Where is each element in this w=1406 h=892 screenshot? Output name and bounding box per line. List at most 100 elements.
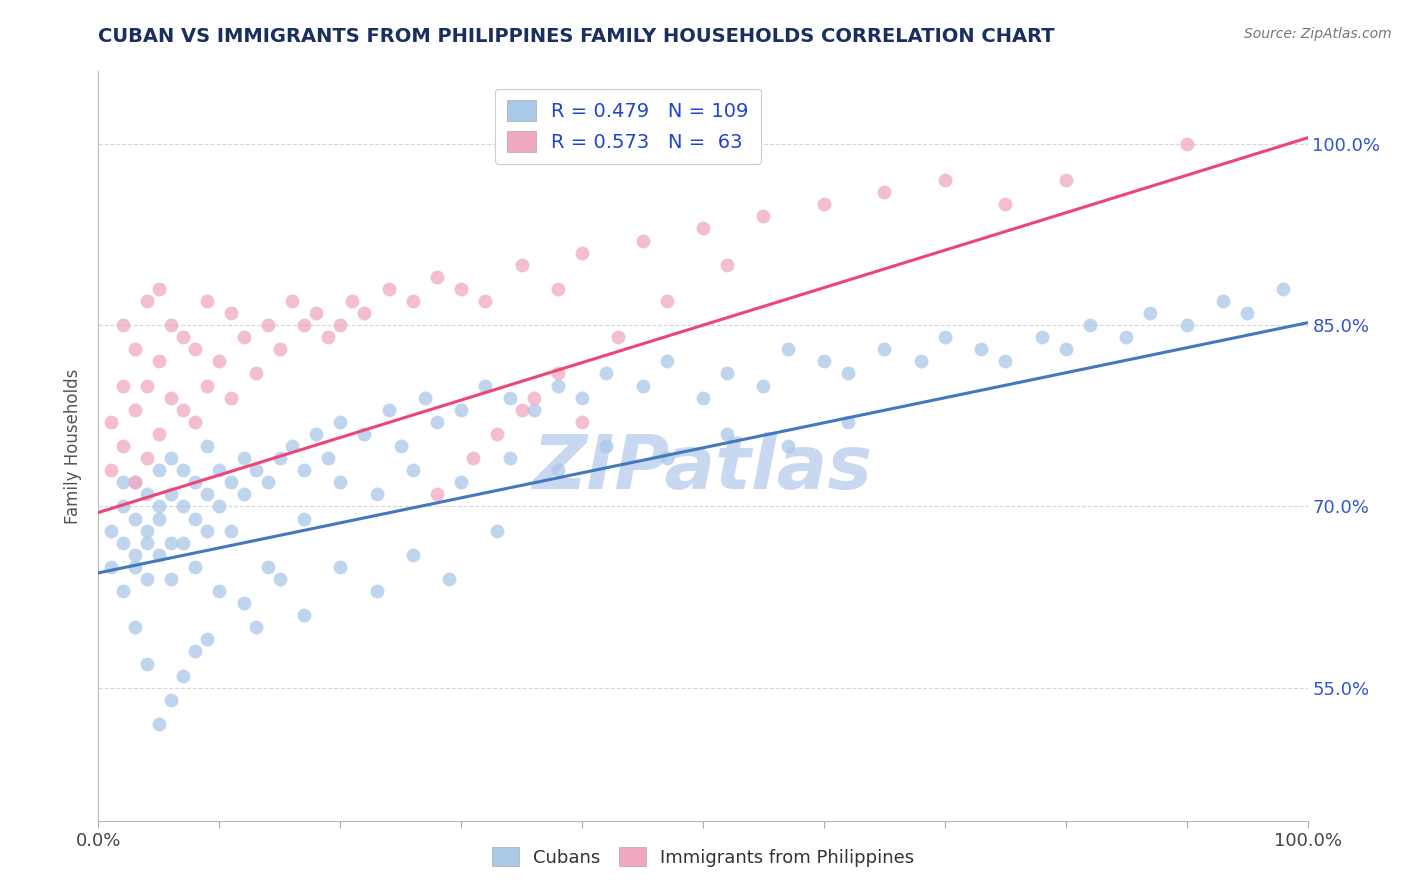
Point xyxy=(135,572,157,586)
Point xyxy=(426,487,449,501)
Point xyxy=(571,391,593,405)
Point xyxy=(474,293,496,308)
Point xyxy=(631,234,654,248)
Point xyxy=(111,318,134,333)
Point xyxy=(221,306,243,320)
Point xyxy=(124,343,146,357)
Point xyxy=(498,451,520,466)
Point xyxy=(184,475,207,490)
Point xyxy=(752,378,775,392)
Point xyxy=(994,197,1017,211)
Point xyxy=(426,415,449,429)
Point xyxy=(111,439,134,453)
Point xyxy=(172,668,194,682)
Point xyxy=(100,415,122,429)
Point xyxy=(208,354,231,368)
Point xyxy=(184,511,207,525)
Point xyxy=(402,293,425,308)
Y-axis label: Family Households: Family Households xyxy=(65,368,83,524)
Point xyxy=(1175,318,1198,333)
Point xyxy=(195,632,218,647)
Point xyxy=(437,572,460,586)
Point xyxy=(135,378,157,392)
Point xyxy=(934,330,956,344)
Point xyxy=(486,426,509,441)
Point xyxy=(547,378,569,392)
Point xyxy=(135,293,157,308)
Point xyxy=(873,185,896,199)
Point xyxy=(100,463,122,477)
Point xyxy=(256,559,278,574)
Point xyxy=(474,378,496,392)
Point xyxy=(1031,330,1053,344)
Point xyxy=(148,282,170,296)
Point xyxy=(111,378,134,392)
Point xyxy=(124,511,146,525)
Point xyxy=(402,548,425,562)
Point xyxy=(148,511,170,525)
Point xyxy=(813,197,835,211)
Point xyxy=(148,354,170,368)
Point xyxy=(377,402,399,417)
Point xyxy=(232,487,254,501)
Point xyxy=(329,559,352,574)
Point xyxy=(316,451,339,466)
Point xyxy=(124,559,146,574)
Point xyxy=(692,221,714,235)
Point xyxy=(292,318,315,333)
Point xyxy=(523,402,546,417)
Point xyxy=(1054,343,1077,357)
Point xyxy=(329,318,352,333)
Point xyxy=(160,487,183,501)
Point xyxy=(776,439,799,453)
Point xyxy=(402,463,425,477)
Point xyxy=(148,426,170,441)
Point xyxy=(160,451,183,466)
Point xyxy=(389,439,412,453)
Point xyxy=(124,475,146,490)
Point xyxy=(195,378,218,392)
Point xyxy=(195,524,218,538)
Legend: Cubans, Immigrants from Philippines: Cubans, Immigrants from Philippines xyxy=(485,840,921,874)
Point xyxy=(221,524,243,538)
Point xyxy=(873,343,896,357)
Point xyxy=(692,391,714,405)
Point xyxy=(111,584,134,599)
Point xyxy=(124,402,146,417)
Point xyxy=(135,524,157,538)
Point xyxy=(160,318,183,333)
Point xyxy=(256,475,278,490)
Point xyxy=(353,426,375,441)
Point xyxy=(655,451,678,466)
Point xyxy=(195,487,218,501)
Point xyxy=(934,173,956,187)
Point xyxy=(135,657,157,671)
Point xyxy=(716,367,738,381)
Point xyxy=(498,391,520,405)
Point xyxy=(135,451,157,466)
Point xyxy=(148,463,170,477)
Point xyxy=(208,584,231,599)
Point xyxy=(100,559,122,574)
Point xyxy=(716,258,738,272)
Point xyxy=(160,391,183,405)
Point xyxy=(716,426,738,441)
Point xyxy=(547,463,569,477)
Point xyxy=(547,367,569,381)
Point xyxy=(631,378,654,392)
Point xyxy=(184,415,207,429)
Point xyxy=(463,451,485,466)
Point xyxy=(111,500,134,514)
Point xyxy=(329,415,352,429)
Point xyxy=(994,354,1017,368)
Point xyxy=(172,402,194,417)
Point xyxy=(172,463,194,477)
Point xyxy=(148,500,170,514)
Point xyxy=(269,343,291,357)
Point xyxy=(195,439,218,453)
Point xyxy=(184,343,207,357)
Point xyxy=(970,343,993,357)
Point xyxy=(1115,330,1137,344)
Point xyxy=(329,475,352,490)
Point xyxy=(305,426,328,441)
